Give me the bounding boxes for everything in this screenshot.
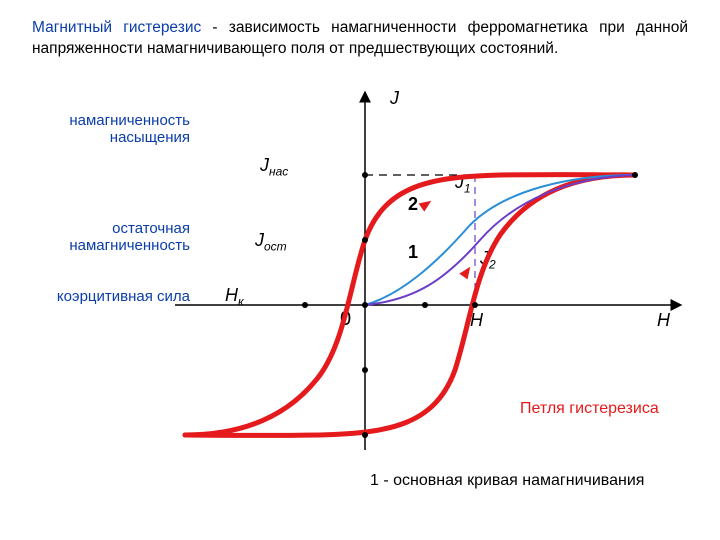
label-remanence: остаточная намагниченность: [30, 220, 190, 254]
label-saturation: намагниченность насыщения: [30, 112, 190, 146]
arrow-up-2: [459, 264, 474, 280]
hysteresis-plot: [170, 85, 690, 455]
label-coercive: коэрцитивная сила: [12, 288, 190, 305]
title-text: Магнитный гистерезис - зависимость намаг…: [32, 18, 688, 60]
caption-curve1: 1 - основная кривая намагничивания: [370, 472, 644, 490]
curve-1: [365, 175, 635, 305]
title-highlight: Магнитный гистерезис: [32, 19, 201, 36]
arrow-up-1: [419, 197, 435, 212]
